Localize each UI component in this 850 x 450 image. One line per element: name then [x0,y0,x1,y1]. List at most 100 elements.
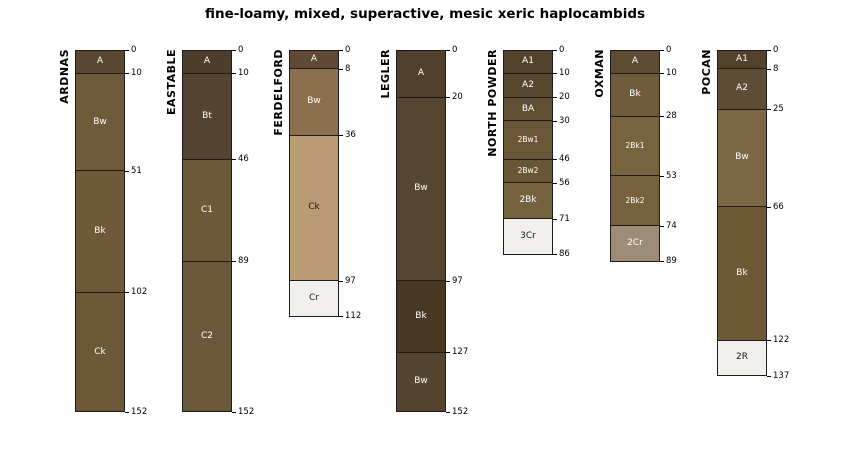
horizon-ardnas-bk-2: Bk [75,171,125,293]
depth-tick [767,375,771,377]
depth-tick [125,49,129,51]
profile-name-ferdelford: FERDELFORD [272,49,285,136]
depth-tick [767,206,771,208]
horizon-label: Cr [309,292,319,303]
depth-label: 8 [773,63,779,74]
horizon-pocan-bk-3: Bk [717,207,767,341]
depth-label: 152 [452,406,469,417]
depth-tick [232,73,236,75]
profile-name-pocan: POCAN [700,49,713,95]
depth-label: 46 [238,154,249,165]
depth-tick [232,159,236,161]
horizon-ferdelford-bw-1: Bw [289,69,339,136]
depth-tick [232,411,236,413]
depth-label: 152 [131,406,148,417]
horizon-ferdelford-cr-3: Cr [289,281,339,317]
horizon-label: Bk [415,310,427,321]
depth-label: 152 [238,406,255,417]
horizon-label: 2Bk2 [625,195,645,205]
horizon-ardnas-ck-3: Ck [75,292,125,413]
depth-label: 46 [559,154,570,165]
depth-tick [553,159,557,161]
horizon-north-powder-2bw1-3: 2Bw1 [503,121,553,160]
depth-tick [446,49,450,51]
depth-tick [767,340,771,342]
horizon-label: A2 [736,83,748,94]
horizon-legler-bk-2: Bk [396,281,446,353]
depth-tick [446,352,450,353]
horizon-label: A1 [736,54,748,65]
depth-label: 0 [773,44,779,55]
depth-label: 25 [773,104,784,115]
horizon-label: A2 [522,79,534,90]
depth-label: 0 [238,44,244,55]
profile-name-legler: LEGLER [379,49,392,99]
horizon-pocan-bw-2: Bw [717,109,767,208]
horizon-label: A [417,68,425,79]
horizon-label: Ck [94,346,106,357]
depth-label: 86 [559,249,570,260]
horizon-north-powder-3cr-6: 3Cr [503,219,553,255]
horizon-label: Ck [308,202,320,213]
depth-tick [660,261,664,263]
depth-label: 102 [131,287,148,298]
depth-label: 122 [773,335,790,346]
horizon-label: Bw [414,183,428,194]
horizon-label: 2Bk1 [625,141,645,151]
horizon-label: Bw [414,376,428,387]
horizon-oxman-2cr-4: 2Cr [610,226,660,262]
horizon-label: Bk [629,89,641,100]
horizon-label: BA [521,103,535,114]
depth-tick [660,49,664,51]
depth-label: 8 [345,63,351,74]
depth-tick [553,254,557,256]
profile-name-oxman: OXMAN [593,49,606,98]
depth-label: 89 [238,256,249,267]
horizon-pocan-2r-4: 2R [717,340,767,377]
depth-tick [446,411,450,413]
depth-label: 66 [773,201,784,212]
depth-label: 30 [559,115,570,126]
horizon-ardnas-bw-1: Bw [75,73,125,172]
depth-label: 0 [452,44,458,55]
plot-title: fine-loamy, mixed, superactive, mesic xe… [204,6,646,22]
horizon-label: C1 [200,204,213,215]
horizon-oxman-2bk2-3: 2Bk2 [610,176,660,227]
depth-label: 0 [559,44,565,55]
horizon-oxman-2bk1-2: 2Bk1 [610,116,660,177]
depth-label: 20 [559,92,570,103]
depth-tick [125,73,129,75]
horizon-legler-bw-3: Bw [396,352,446,413]
depth-tick [446,280,450,282]
horizon-north-powder-ba-2: BA [503,97,553,122]
depth-label: 53 [666,170,677,181]
horizon-north-powder-a1-0: A1 [503,50,553,74]
depth-tick [125,411,129,413]
depth-tick [125,170,129,172]
depth-label: 71 [559,213,570,224]
horizon-label: A [203,56,211,67]
horizon-pocan-a1-0: A1 [717,50,767,70]
horizon-north-powder-a2-1: A2 [503,73,553,98]
depth-label: 89 [666,256,677,267]
horizon-label: Bt [202,110,212,121]
horizon-legler-a-0: A [396,50,446,98]
depth-tick [660,225,664,227]
horizon-label: 2Bw1 [517,135,539,145]
horizon-north-powder-2bk-5: 2Bk [503,183,553,220]
depth-tick [660,175,664,177]
horizon-label: 2Bw2 [517,166,539,176]
profile-name-ardnas: ARDNAS [58,49,71,104]
depth-label: 0 [666,44,672,55]
depth-label: 10 [666,68,677,79]
depth-label: 10 [559,68,570,79]
horizon-label: Bk [736,267,748,278]
horizon-label: Bw [735,152,749,163]
depth-label: 97 [345,275,356,286]
depth-tick [553,120,557,122]
horizon-ferdelford-a-0: A [289,50,339,70]
depth-tick [553,218,557,220]
horizon-label: Bw [93,116,107,127]
